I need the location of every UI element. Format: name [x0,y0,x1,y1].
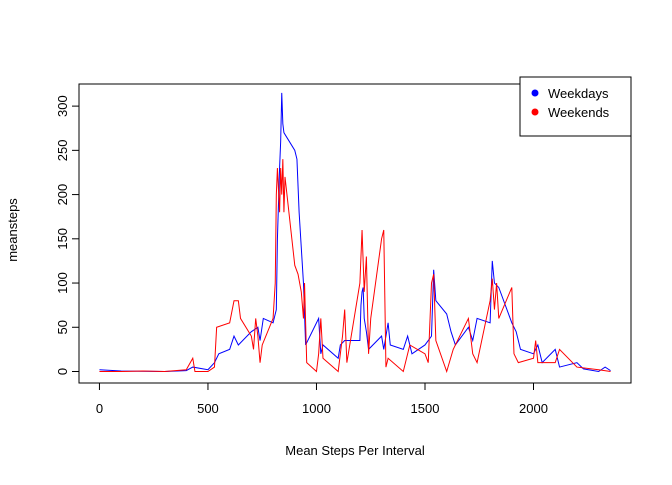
y-axis-label: meansteps [5,198,20,262]
y-tick-label: 300 [55,95,70,117]
series-line [99,92,611,373]
y-tick-label: 250 [55,139,70,161]
y-tick-label: 0 [55,368,70,375]
legend-label: Weekends [548,105,610,120]
x-tick-label: 500 [197,401,219,416]
x-axis-label: Mean Steps Per Interval [285,443,425,458]
x-tick-label: 2000 [519,401,548,416]
legend-label: Weekdays [548,86,609,101]
y-tick-label: 150 [55,228,70,250]
x-tick-label: 1500 [411,401,440,416]
y-tick-label: 200 [55,184,70,206]
y-tick-label: 100 [55,272,70,294]
legend-box [519,76,632,137]
y-tick-label: 50 [55,320,70,334]
series-line [99,159,611,374]
x-tick-label: 0 [96,401,103,416]
legend-marker [531,108,539,116]
legend-marker [531,89,539,97]
x-tick-label: 1000 [302,401,331,416]
